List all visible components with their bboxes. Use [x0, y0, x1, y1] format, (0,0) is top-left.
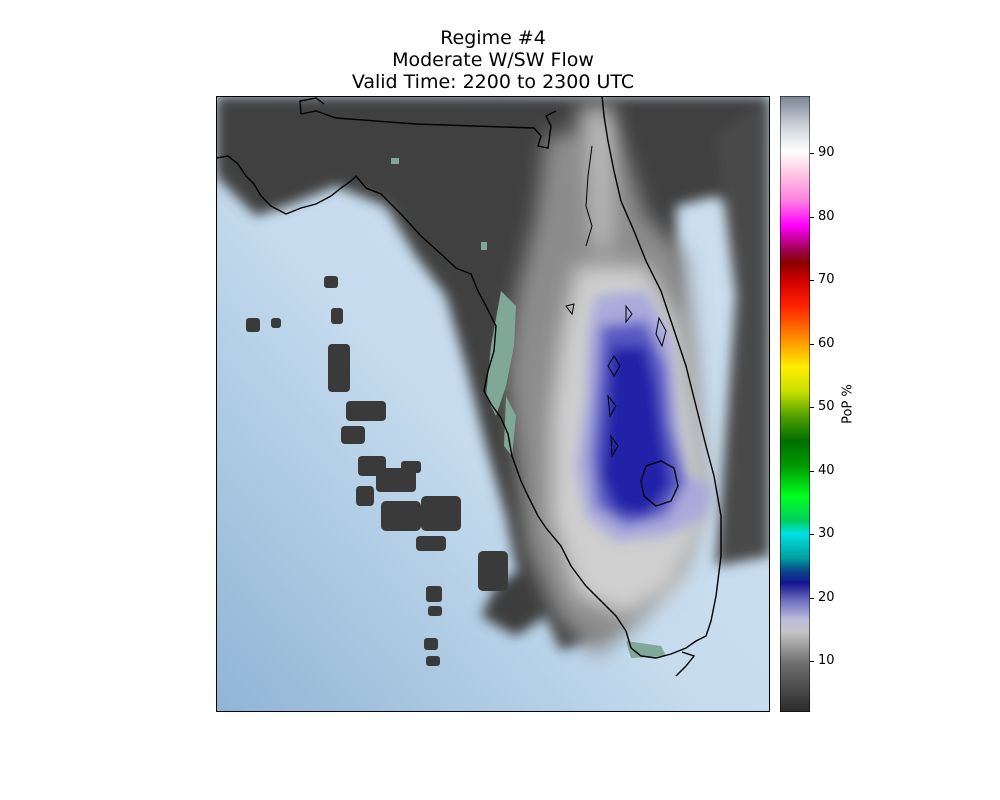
colorbar-tick-mark [810, 661, 814, 663]
pop-colorbar [780, 96, 810, 712]
colorbar-tick-label: 30 [818, 526, 835, 542]
offshore-cells [246, 276, 508, 666]
colorbar-tick-label: 70 [818, 272, 835, 288]
lake-okeechobee [640, 460, 679, 507]
colorbar-tick-mark [810, 534, 814, 536]
colorbar-tick-label: 60 [818, 335, 835, 351]
east-coast-barrier [585, 145, 593, 247]
map-title-line-3: Valid Time: 2200 to 2300 UTC [351, 71, 635, 93]
map-frame [216, 96, 770, 712]
map-title-line-1: Regime #4 [440, 27, 546, 49]
colorbar-tick-mark [810, 153, 814, 155]
inland-lakes [565, 303, 667, 458]
colorbar-tick-mark [810, 470, 814, 472]
colorbar-tick-mark [810, 407, 814, 409]
colorbar-tick-label: 20 [818, 589, 835, 605]
map-title-line-2: Moderate W/SW Flow [392, 49, 594, 71]
wetland-patches [391, 158, 666, 658]
colorbar-tick-label: 50 [818, 399, 835, 415]
colorbar-label: PoP % [840, 384, 856, 424]
colorbar-tick-label: 80 [818, 208, 835, 224]
pop-max-field [576, 291, 711, 541]
colorbar-tick-label: 40 [818, 462, 835, 478]
colorbar-tick-mark [810, 280, 814, 282]
coastline [216, 96, 722, 677]
florida-pop-map [216, 96, 770, 712]
colorbar-tick-mark [810, 216, 814, 218]
colorbar-tick-mark [810, 597, 814, 599]
colorbar-tick-label: 90 [818, 145, 835, 161]
colorbar-tick-label: 10 [818, 653, 835, 669]
colorbar-tick-mark [810, 343, 814, 345]
